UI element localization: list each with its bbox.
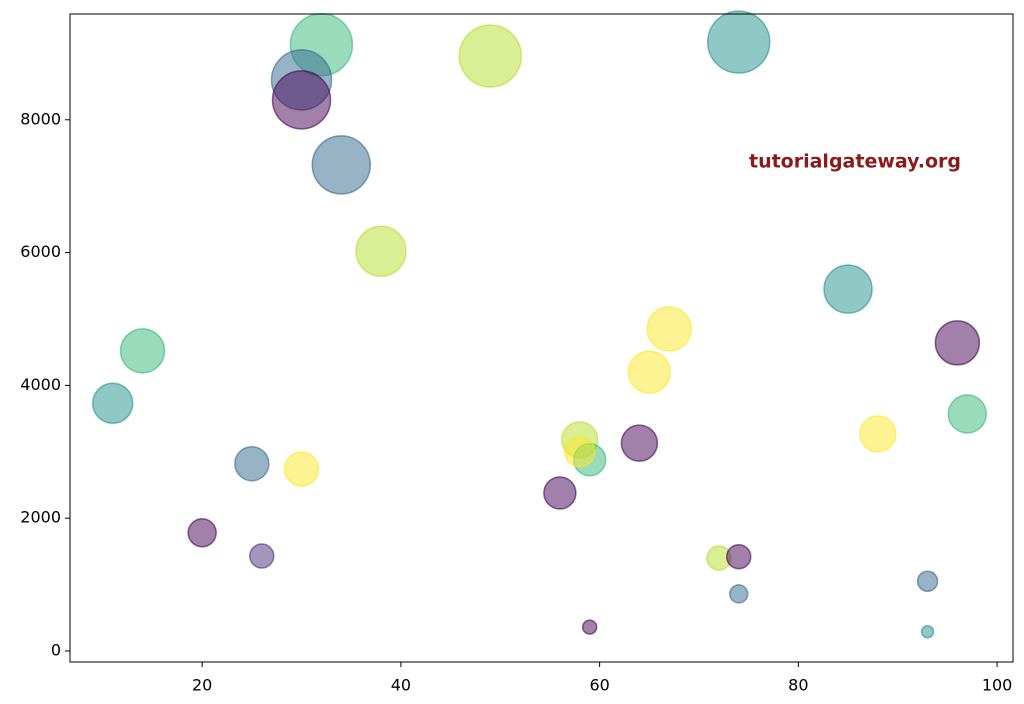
bubble bbox=[859, 415, 897, 453]
bubble bbox=[283, 451, 320, 487]
bubble bbox=[646, 306, 692, 352]
watermark: tutorialgateway.org bbox=[749, 151, 961, 173]
bubble bbox=[581, 619, 598, 635]
bubble bbox=[119, 328, 166, 374]
x-tick-label: 40 bbox=[391, 676, 411, 695]
x-tick-label: 20 bbox=[192, 676, 212, 695]
bubble bbox=[620, 424, 659, 462]
bubble bbox=[543, 476, 577, 510]
bubble bbox=[823, 264, 873, 314]
y-tick-label: 0 bbox=[51, 640, 61, 659]
y-tick-label: 4000 bbox=[20, 375, 61, 394]
x-tick-label: 100 bbox=[982, 676, 1013, 695]
bubble bbox=[706, 10, 771, 74]
bubble bbox=[271, 70, 332, 130]
bubble bbox=[947, 394, 988, 434]
bubble bbox=[187, 518, 217, 548]
x-tick-label: 60 bbox=[589, 676, 609, 695]
bubble bbox=[920, 624, 935, 639]
bubble bbox=[355, 225, 407, 277]
y-tick-label: 2000 bbox=[20, 508, 61, 527]
y-tick-label: 6000 bbox=[20, 242, 61, 261]
bubble bbox=[725, 543, 752, 570]
y-tick-label: 8000 bbox=[20, 109, 61, 128]
bubble bbox=[728, 584, 749, 604]
bubble bbox=[627, 350, 672, 394]
bubble bbox=[234, 445, 270, 482]
bubble bbox=[458, 24, 523, 88]
bubble bbox=[311, 135, 372, 195]
bubble bbox=[249, 543, 275, 569]
plot-frame bbox=[69, 13, 1014, 663]
x-tick-label: 80 bbox=[788, 676, 808, 695]
bubble bbox=[91, 382, 134, 425]
bubble bbox=[564, 436, 596, 468]
bubble bbox=[916, 570, 939, 593]
bubble bbox=[934, 320, 981, 366]
